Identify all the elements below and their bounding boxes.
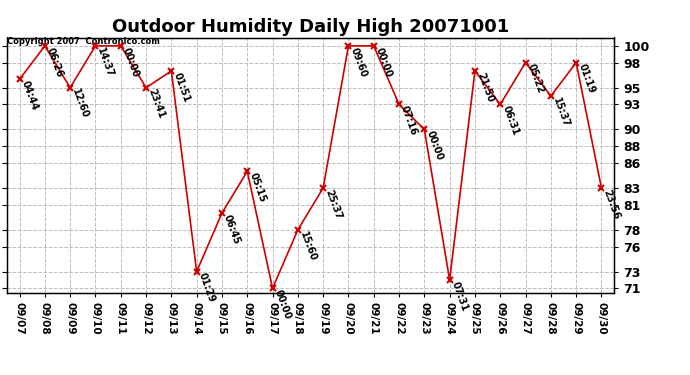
Text: 06:45: 06:45 [222, 213, 242, 246]
Text: Copyright 2007  Contronico.com: Copyright 2007 Contronico.com [7, 38, 160, 46]
Text: 15:60: 15:60 [298, 230, 318, 262]
Text: 00:00: 00:00 [121, 46, 141, 78]
Text: 00:00: 00:00 [424, 129, 444, 162]
Text: 12:60: 12:60 [70, 88, 90, 120]
Text: 01:51: 01:51 [171, 71, 191, 104]
Text: 07:16: 07:16 [399, 104, 419, 137]
Text: 04:44: 04:44 [19, 79, 39, 112]
Text: 15:37: 15:37 [551, 96, 571, 129]
Text: 00:00: 00:00 [273, 288, 293, 321]
Text: 21:50: 21:50 [475, 71, 495, 104]
Text: 25:37: 25:37 [323, 188, 343, 220]
Text: 07:31: 07:31 [450, 280, 470, 312]
Text: 09:60: 09:60 [348, 46, 368, 78]
Text: 01:29: 01:29 [197, 272, 217, 304]
Text: 00:00: 00:00 [374, 46, 394, 78]
Text: 14:37: 14:37 [95, 46, 115, 78]
Text: 06:31: 06:31 [500, 104, 520, 137]
Text: 23:41: 23:41 [146, 88, 166, 120]
Text: 05:15: 05:15 [247, 171, 267, 204]
Text: 05:22: 05:22 [526, 63, 546, 95]
Text: 01:19: 01:19 [576, 63, 596, 95]
Text: 06:26: 06:26 [45, 46, 65, 78]
Title: Outdoor Humidity Daily High 20071001: Outdoor Humidity Daily High 20071001 [112, 18, 509, 36]
Text: 23:56: 23:56 [602, 188, 622, 220]
